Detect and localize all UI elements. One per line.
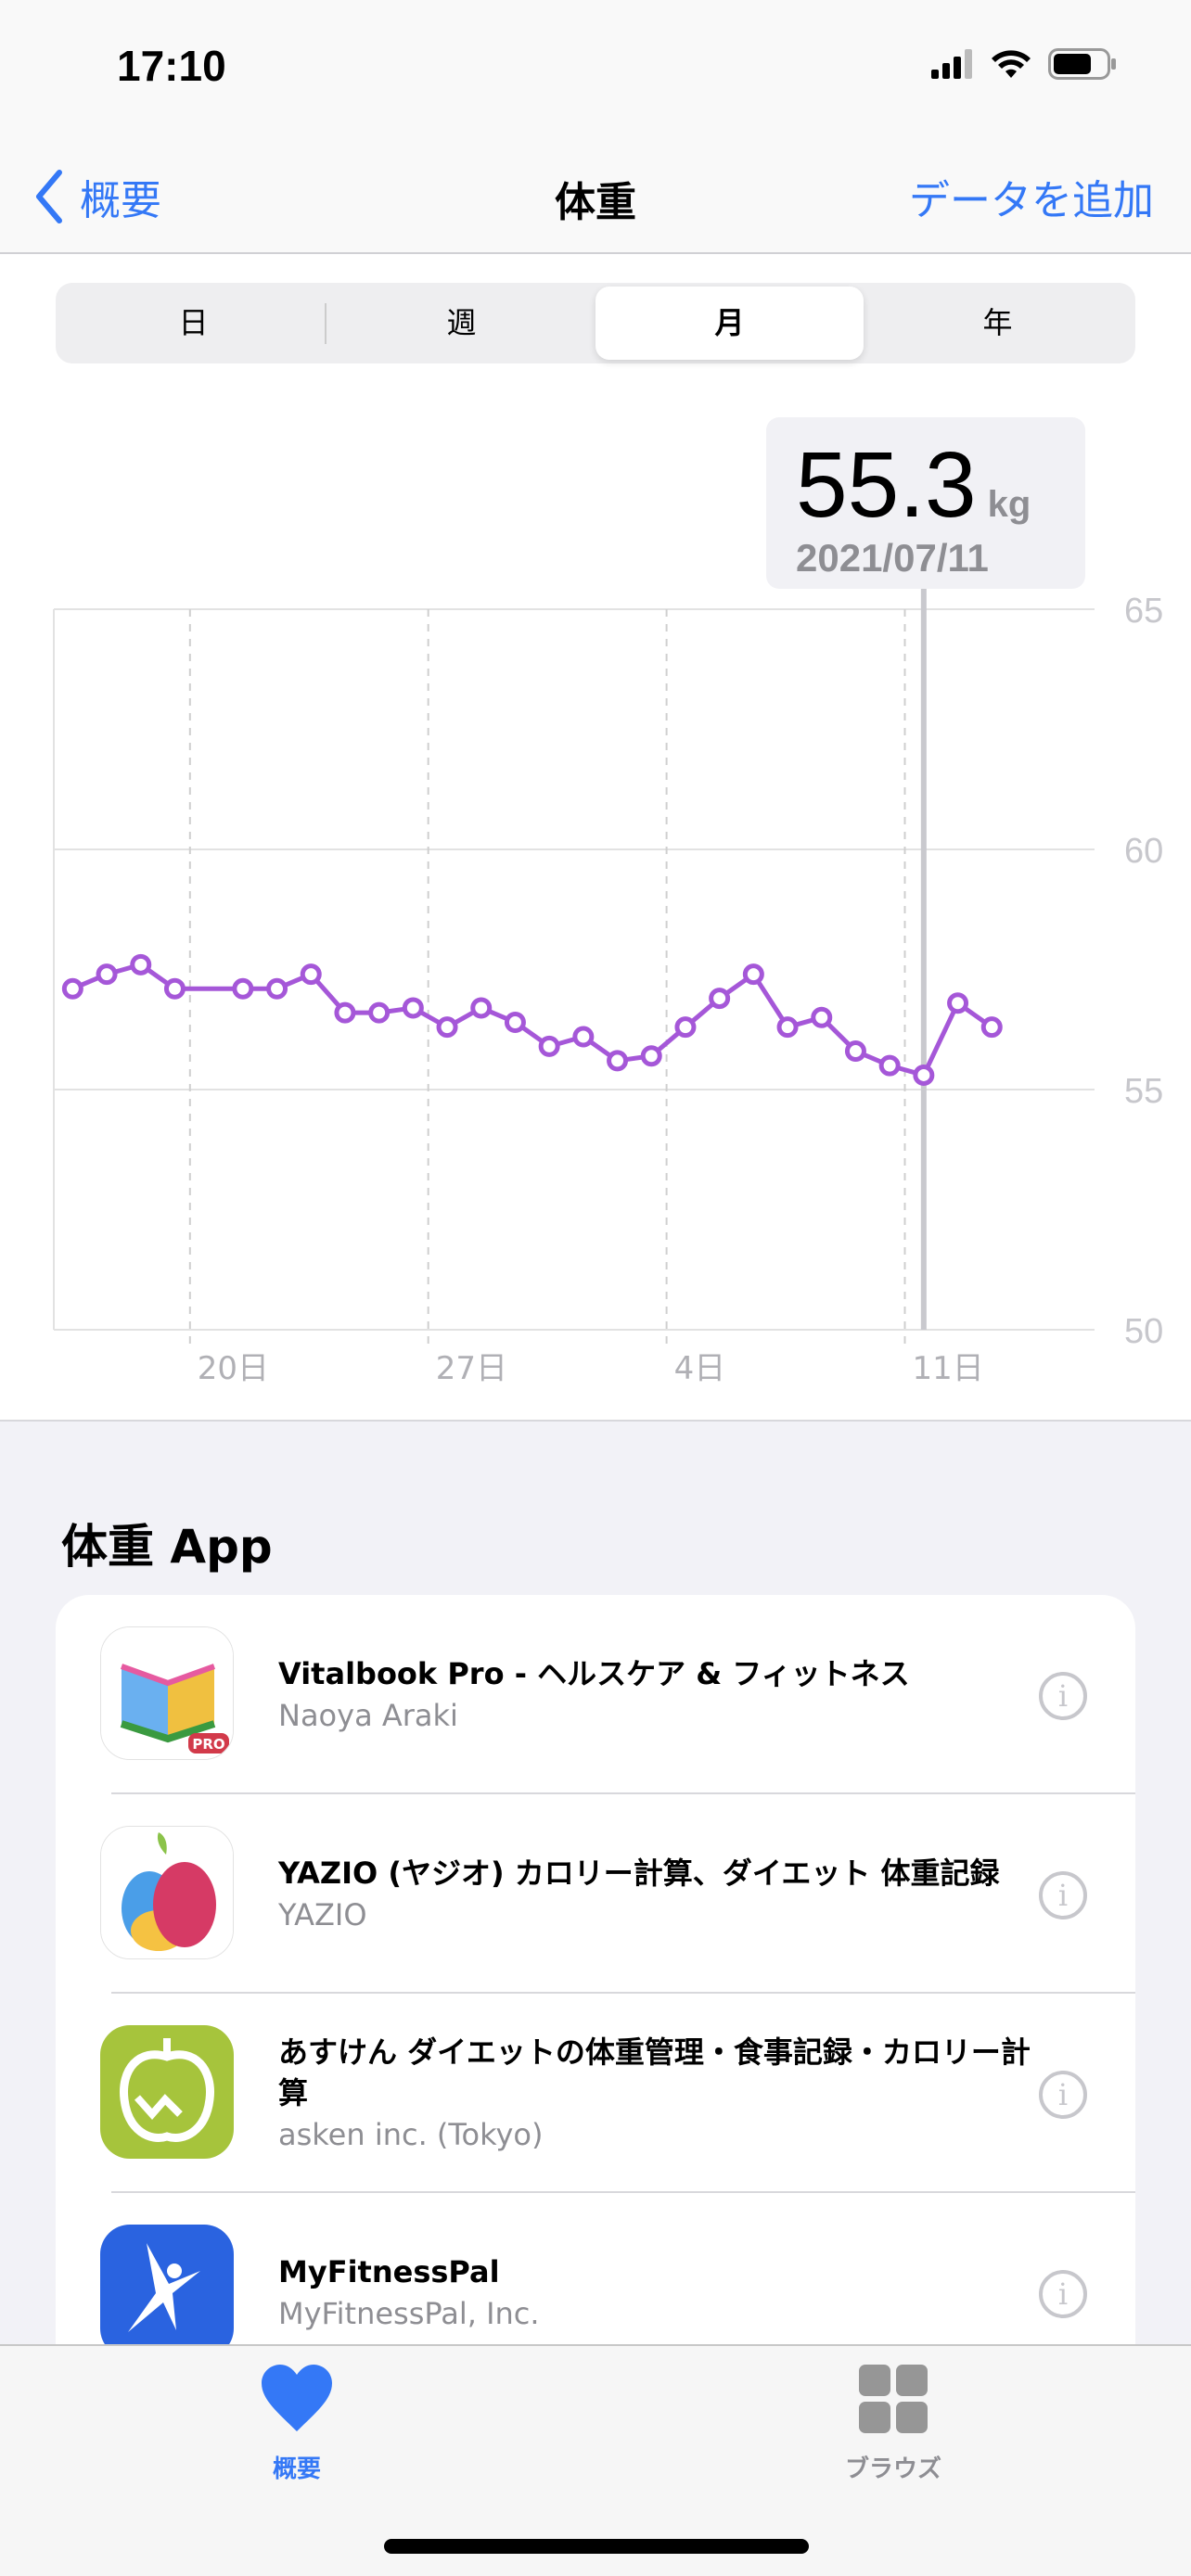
divider bbox=[111, 1992, 1135, 1994]
yazio-icon bbox=[100, 1826, 234, 1959]
grid-icon bbox=[859, 2365, 928, 2433]
data-point bbox=[300, 963, 322, 986]
data-point bbox=[811, 1006, 833, 1028]
app-developer: Naoya Araki bbox=[278, 1697, 458, 1733]
tab-browse[interactable]: ブラウズ bbox=[800, 2365, 986, 2484]
data-point bbox=[709, 988, 731, 1010]
data-point bbox=[742, 963, 764, 986]
back-button[interactable]: 概要 bbox=[33, 167, 161, 226]
tab-summary[interactable]: 概要 bbox=[204, 2365, 390, 2484]
apps-list: PRO Vitalbook Pro - ヘルスケア & フィットネス Naoya … bbox=[56, 1595, 1135, 2429]
app-developer: asken inc. (Tokyo) bbox=[278, 2116, 544, 2152]
segment-divider bbox=[325, 303, 327, 344]
data-point bbox=[913, 1064, 935, 1086]
data-point bbox=[947, 992, 969, 1014]
data-point bbox=[402, 997, 424, 1019]
status-bar: 17:10 bbox=[0, 0, 1191, 139]
list-item[interactable]: PRO Vitalbook Pro - ヘルスケア & フィットネス Naoya … bbox=[56, 1595, 1135, 1794]
tab-bar: 概要 ブラウズ bbox=[0, 2344, 1191, 2576]
tab-label: ブラウズ bbox=[844, 2455, 941, 2483]
heart-icon bbox=[262, 2365, 332, 2431]
data-point bbox=[266, 977, 288, 1000]
vitalbook-icon: PRO bbox=[100, 1626, 234, 1760]
asken-icon bbox=[100, 2025, 234, 2159]
selected-value-tooltip: 55.3 kg 2021/07/11 bbox=[766, 417, 1085, 589]
data-point bbox=[504, 1011, 526, 1033]
list-item[interactable]: MyFitnessPal MyFitnessPal, Inc. i bbox=[56, 2193, 1135, 2392]
page-title: 体重 bbox=[555, 179, 636, 226]
apps-section-title: 体重 App bbox=[61, 1520, 273, 1574]
tooltip-unit: kg bbox=[987, 484, 1031, 525]
data-point bbox=[844, 1040, 866, 1063]
data-point bbox=[334, 1001, 356, 1024]
navigation-bar: 概要 体重 データを追加 bbox=[0, 139, 1191, 254]
status-time: 17:10 bbox=[117, 42, 226, 90]
home-indicator bbox=[384, 2539, 809, 2554]
info-icon[interactable]: i bbox=[1039, 2270, 1087, 2318]
tooltip-date: 2021/07/11 bbox=[796, 536, 989, 580]
data-point bbox=[776, 1016, 799, 1039]
x-tick-label: 20日 bbox=[198, 1350, 269, 1387]
chevron-left-icon bbox=[36, 170, 62, 223]
info-icon[interactable]: i bbox=[1039, 1672, 1087, 1720]
info-icon[interactable]: i bbox=[1039, 1871, 1087, 1919]
app-developer: MyFitnessPal, Inc. bbox=[278, 2295, 540, 2331]
data-point bbox=[436, 1016, 458, 1039]
divider bbox=[111, 2191, 1135, 2193]
app-name: YAZIO (ヤジオ) カロリー計算、ダイエット 体重記録 bbox=[278, 1855, 1000, 1891]
period-segmented-control: 日 週 月 年 bbox=[56, 283, 1135, 363]
data-point bbox=[130, 953, 152, 976]
weight-chart[interactable]: 65 60 55 50 20日 27日 4日 11日 bbox=[0, 0, 1191, 1422]
y-tick-label: 60 bbox=[1124, 832, 1163, 871]
x-tick-label: 4日 bbox=[674, 1350, 726, 1387]
data-point bbox=[61, 977, 83, 1000]
x-tick-label: 11日 bbox=[913, 1350, 984, 1387]
data-point bbox=[640, 1045, 662, 1067]
segment-year[interactable]: 年 bbox=[982, 305, 1013, 340]
divider bbox=[111, 1792, 1135, 1794]
x-tick-label: 27日 bbox=[436, 1350, 507, 1387]
data-point bbox=[572, 1026, 595, 1048]
data-point bbox=[232, 977, 254, 1000]
tab-label: 概要 bbox=[272, 2455, 321, 2483]
segment-day[interactable]: 日 bbox=[178, 305, 209, 340]
y-tick-label: 55 bbox=[1124, 1072, 1163, 1111]
list-item[interactable]: あすけん ダイエットの体重管理・食事記録・カロリー計算 asken inc. (T… bbox=[56, 1994, 1135, 2193]
signal-icon bbox=[931, 49, 972, 79]
svg-text:PRO: PRO bbox=[192, 1736, 224, 1753]
add-data-button[interactable]: データを追加 bbox=[909, 177, 1154, 224]
app-developer: YAZIO bbox=[278, 1896, 367, 1932]
data-point bbox=[980, 1016, 1003, 1039]
y-tick-label: 65 bbox=[1124, 592, 1163, 631]
data-point bbox=[674, 1016, 697, 1039]
segment-month[interactable]: 月 bbox=[596, 287, 864, 360]
segment-week[interactable]: 週 bbox=[446, 305, 477, 340]
data-point bbox=[538, 1035, 560, 1057]
data-point bbox=[607, 1050, 629, 1072]
data-point bbox=[878, 1054, 901, 1077]
list-item[interactable]: YAZIO (ヤジオ) カロリー計算、ダイエット 体重記録 YAZIO i bbox=[56, 1794, 1135, 1994]
battery-icon bbox=[1048, 48, 1116, 80]
back-label: 概要 bbox=[80, 177, 161, 224]
data-point bbox=[96, 963, 118, 986]
info-icon[interactable]: i bbox=[1039, 2071, 1087, 2119]
app-name: MyFitnessPal bbox=[278, 2253, 500, 2289]
wifi-icon bbox=[992, 50, 1031, 78]
app-name: あすけん ダイエットの体重管理・食事記録・カロリー計算 bbox=[278, 2034, 1031, 2111]
tooltip-value: 55.3 bbox=[796, 433, 977, 537]
myfitnesspal-icon bbox=[100, 2225, 234, 2358]
y-tick-label: 50 bbox=[1124, 1312, 1163, 1351]
data-point bbox=[470, 997, 493, 1019]
data-point bbox=[368, 1001, 391, 1024]
app-name: Vitalbook Pro - ヘルスケア & フィットネス bbox=[278, 1655, 910, 1691]
data-point bbox=[163, 977, 186, 1000]
